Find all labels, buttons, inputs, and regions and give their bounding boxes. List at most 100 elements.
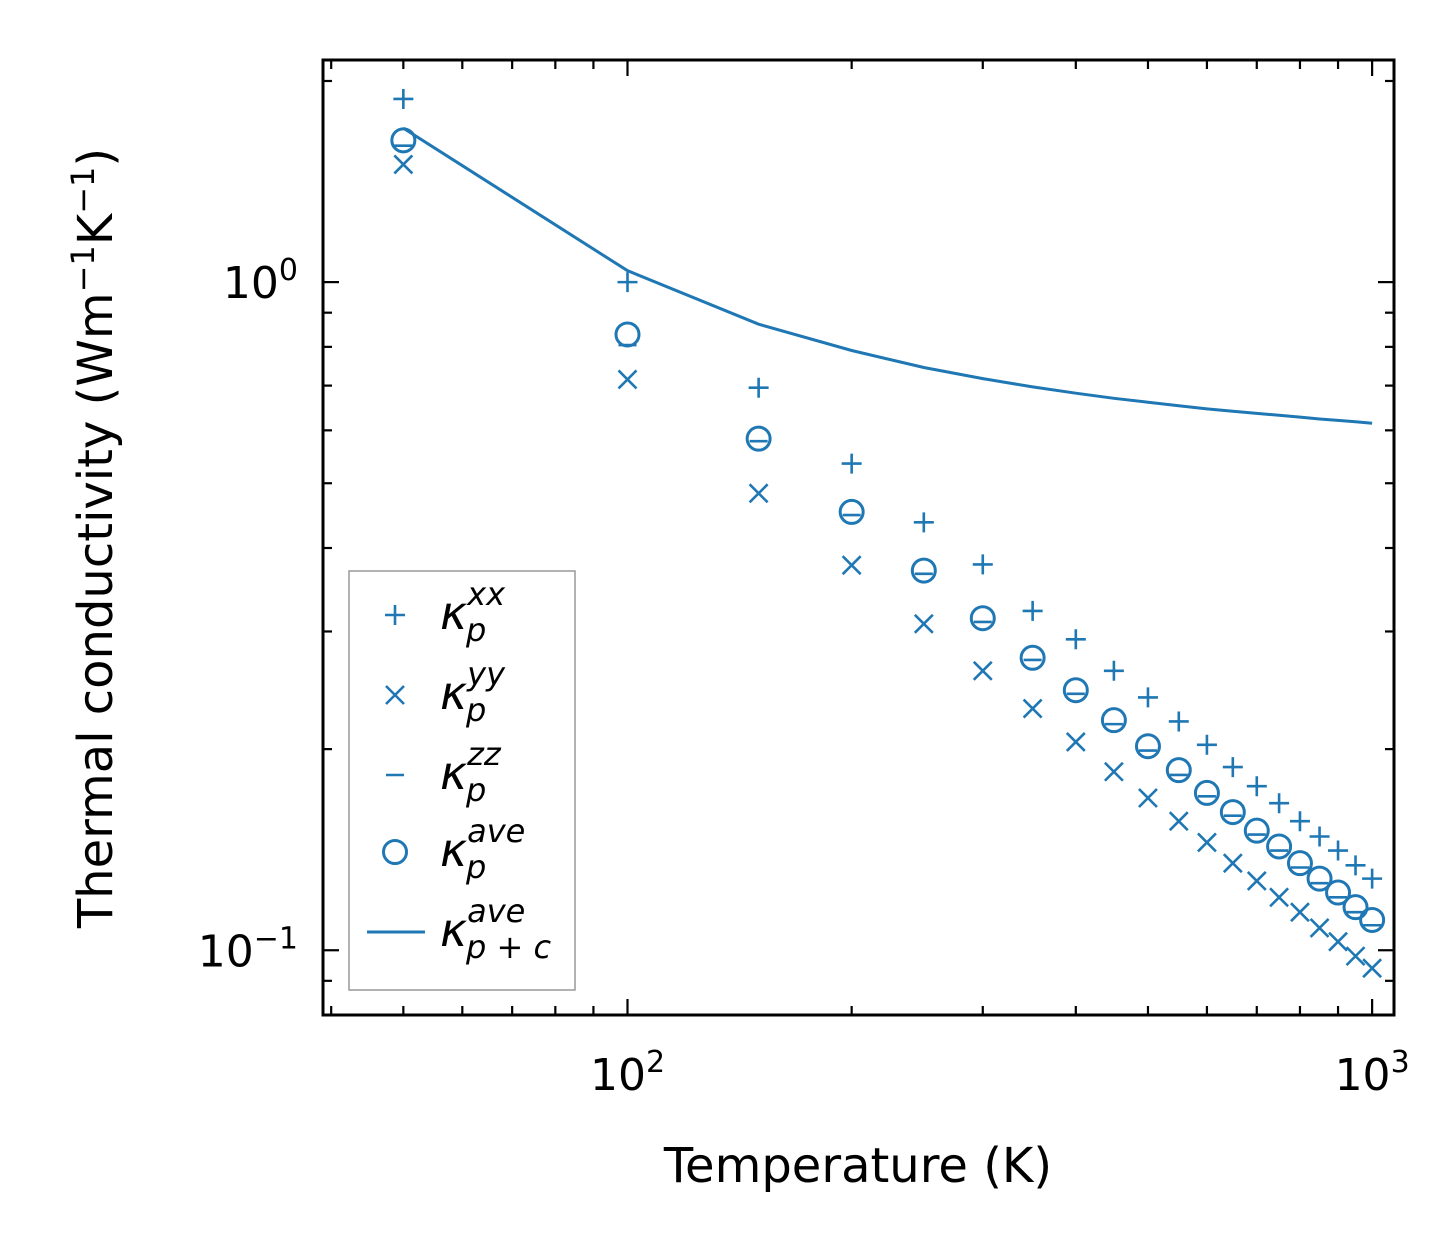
point-kp_yy	[1103, 761, 1124, 782]
series-kp_ave	[390, 127, 1386, 933]
point-kp_yy	[1309, 917, 1330, 938]
x-tick-label: 102	[590, 1045, 665, 1101]
legend-label-kp_zz: κzz p	[440, 735, 502, 809]
point-kp_yy	[1246, 870, 1267, 891]
point-kp_xx	[1328, 840, 1349, 861]
point-kp_yy	[1168, 811, 1189, 832]
legend-label-sub: p	[465, 771, 486, 809]
legend-item-kp_yy: κyy p	[385, 655, 506, 729]
point-kp_yy	[1362, 958, 1383, 979]
point-kp_xx	[1022, 600, 1043, 621]
plot-area	[390, 88, 1386, 979]
legend-marker-plus	[385, 605, 405, 625]
x-tick-label-exp: 3	[1391, 1045, 1410, 1080]
point-kp_ave	[1100, 707, 1127, 734]
point-kp_xx	[1137, 687, 1158, 708]
point-kp_xx	[1362, 868, 1383, 889]
point-kp_ave	[910, 557, 937, 584]
point-kp_ave	[1266, 833, 1293, 860]
series-kp_yy	[393, 154, 1383, 979]
point-kp_yy	[1269, 887, 1290, 908]
x-tick-label: 103	[1335, 1045, 1410, 1101]
point-kp_xx	[1309, 826, 1330, 847]
point-kp_ave	[1062, 677, 1089, 704]
legend-label-base: κ	[440, 746, 467, 800]
point-kp_ave	[1342, 894, 1369, 921]
point-kp_yy	[617, 369, 638, 390]
y-axis-label: Thermal conductivity (Wm−1K−1)	[64, 148, 124, 929]
legend-label-kp_xx: κxx p	[440, 575, 506, 649]
point-kp_xx	[1222, 757, 1243, 778]
point-kp_yy	[1197, 832, 1217, 853]
point-kp_ave	[1306, 865, 1333, 892]
y-tick-label-exp: −1	[254, 921, 298, 956]
point-kp_ave	[969, 605, 996, 632]
y-axis-label-prefix: Thermal conductivity (Wm	[68, 292, 124, 929]
point-kp_ave	[1359, 906, 1386, 933]
legend-label-sup: yy	[466, 655, 506, 693]
point-kp_xx	[972, 554, 993, 575]
point-kp_ave	[1193, 779, 1220, 806]
point-kp_yy	[1022, 698, 1043, 719]
legend-item-kp_zz: κzz p	[386, 735, 502, 809]
series-kp_xx	[393, 88, 1383, 889]
point-kp_yy	[1222, 853, 1243, 874]
point-kp_yy	[913, 613, 934, 634]
point-kp_ave	[1219, 799, 1246, 826]
point-kp_xx	[1103, 660, 1124, 681]
plot-frame	[321, 58, 1396, 1017]
y-axis-label-mid: K	[68, 212, 124, 245]
y-axis-label-sup2: −1	[64, 167, 102, 214]
point-kp_yy	[1345, 946, 1366, 967]
point-kp_yy	[972, 660, 993, 681]
point-kp_ave	[1165, 757, 1192, 784]
point-kp_xx	[393, 88, 414, 109]
point-kp_ave	[1019, 644, 1046, 671]
point-kp_xx	[913, 512, 934, 533]
series-kp_zz	[394, 144, 1382, 927]
x-tick-label-base: 10	[590, 1050, 646, 1101]
x-tick-label-exp: 2	[646, 1045, 665, 1080]
point-kp_yy	[393, 154, 414, 175]
legend-label-kp_ave: κave p	[440, 812, 525, 886]
point-kp_yy	[1138, 788, 1158, 808]
point-kp_yy	[1065, 732, 1086, 752]
point-kp_xx	[1196, 734, 1217, 755]
point-kp_yy	[841, 555, 862, 576]
legend-label-base: κ	[440, 903, 467, 957]
point-kp_xx	[1065, 629, 1086, 650]
point-kp_xx	[1269, 793, 1290, 814]
legend-box	[348, 570, 576, 991]
y-tick-label-exp: 0	[279, 253, 298, 288]
legend-item-kp_ave: κave p	[382, 812, 525, 886]
legend-label-sup: xx	[466, 575, 506, 613]
legend-label-base: κ	[440, 666, 467, 720]
y-axis-label-suffix: )	[68, 148, 124, 167]
point-kp_yy	[748, 483, 769, 504]
legend-item-kpc_ave: κave p + c	[367, 892, 551, 966]
legend-label-sub: p	[465, 611, 486, 649]
point-kp_ave	[838, 498, 865, 525]
x-axis-label: Temperature (K)	[663, 1138, 1052, 1194]
point-kp_ave	[1134, 733, 1161, 760]
y-axis-label-sup1: −1	[64, 245, 102, 292]
legend-label-kp_yy: κyy p	[440, 655, 506, 729]
point-kp_ave	[614, 321, 641, 348]
legend-marker-circle	[382, 839, 408, 865]
legend-label-sub: p + c	[465, 928, 551, 966]
point-kp_ave	[1325, 879, 1352, 906]
legend-label-kpc_ave: κave p + c	[440, 892, 551, 966]
point-kp_xx	[841, 453, 862, 474]
legend-label-base: κ	[440, 586, 467, 640]
point-kp_xx	[1345, 855, 1366, 876]
point-kp_xx	[1246, 776, 1267, 797]
point-kp_xx	[1289, 811, 1310, 832]
point-kp_xx	[748, 377, 769, 398]
point-kp_yy	[1328, 931, 1348, 952]
point-kp_yy	[1290, 902, 1310, 923]
x-tick-label-base: 10	[1335, 1050, 1391, 1101]
